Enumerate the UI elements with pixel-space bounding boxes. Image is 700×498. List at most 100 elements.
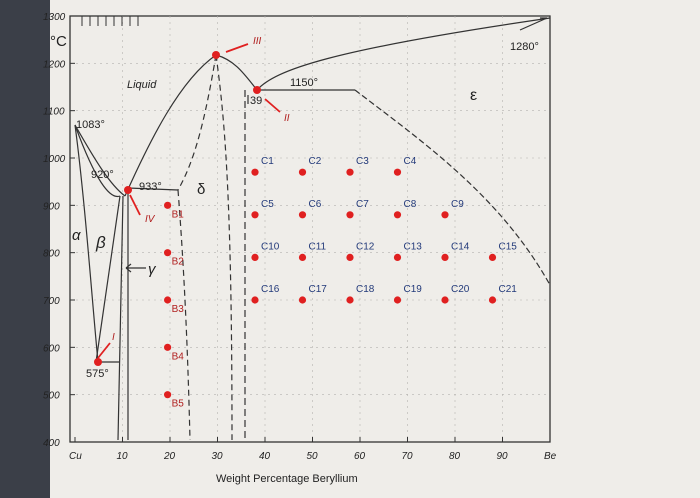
y-tick-label: 600: [43, 343, 60, 354]
point-b3-label: B3: [172, 304, 185, 315]
temp-575: 575°: [86, 368, 109, 380]
x-tick-label: 20: [163, 451, 176, 462]
liquidus-rising: [124, 54, 217, 197]
point-c16-label: C16: [261, 284, 280, 295]
point-c14: [441, 253, 449, 261]
axes: Cu 10 20 30 40 50 60 70 80 90 Be 1300 1200 1100 1000 90…: [43, 12, 557, 462]
x-axis-label: Weight Percentage Beryllium: [216, 473, 358, 485]
point-c16: [251, 296, 259, 304]
left-dark-margin: [0, 0, 52, 498]
liquidus-epsilon: [256, 17, 551, 91]
point-b2: [164, 249, 172, 257]
phase-epsilon: ε: [470, 87, 477, 104]
point-b3: [164, 296, 172, 304]
arrow-1280: [519, 17, 548, 31]
point-b5-label: B5: [172, 399, 185, 410]
x-tick-label: 90: [497, 451, 509, 462]
delta-left-boundary: [177, 189, 191, 441]
point-c21: [488, 296, 497, 304]
point-c10-label: C10: [261, 241, 280, 252]
arrow-I: [97, 342, 111, 359]
point-c3-label: C3: [356, 156, 369, 167]
point-c12-label: C12: [356, 241, 375, 252]
point-c3: [346, 168, 354, 176]
y-axis-units: °C: [50, 33, 67, 50]
point-c19-label: C19: [404, 284, 423, 295]
point-c15-label: C15: [499, 241, 518, 252]
y-tick-label: 1300: [43, 12, 66, 23]
point-b5: [164, 391, 172, 399]
point-c17-label: C17: [309, 284, 328, 295]
alpha-solidus: [74, 124, 121, 198]
epsilon-boundary: [354, 89, 551, 286]
y-tick-label: 1200: [43, 59, 66, 70]
point-c4: [393, 168, 402, 176]
x-tick-label: Cu: [69, 451, 82, 462]
phase-alpha: α: [72, 227, 81, 244]
arrow-IV: [129, 194, 141, 216]
arrow-II: [264, 98, 281, 113]
temp-920: 920°: [91, 169, 114, 181]
point-c7: [346, 211, 354, 219]
liquidus-delta-right: [215, 54, 258, 91]
x-tick-label: Be: [544, 451, 557, 462]
x-tick-label: 50: [307, 451, 319, 462]
point-c9: [441, 211, 449, 219]
arrow-III: [225, 43, 249, 53]
point-c1-label: C1: [261, 156, 274, 167]
x-tick-label: 10: [117, 451, 129, 462]
temp-1280: 1280°: [510, 41, 539, 53]
point-c8: [393, 211, 402, 219]
plot-frame: [69, 15, 551, 443]
point-c5: [251, 211, 259, 219]
point-c13-label: C13: [404, 241, 423, 252]
point-c8-label: C8: [404, 199, 417, 210]
point-b4: [164, 343, 172, 351]
phase-delta: δ: [197, 181, 205, 198]
point-c18: [346, 296, 354, 304]
x-tick-label: 70: [402, 451, 414, 462]
alpha-solvus: [74, 124, 99, 363]
point-c12: [346, 253, 354, 261]
y-tick-label: 400: [43, 438, 60, 449]
delta-top-left: [177, 54, 217, 191]
temp-1083: 1083°: [76, 119, 105, 131]
point-b1-label: B1: [172, 209, 185, 220]
x-tick-label: 80: [449, 451, 461, 462]
arrow-markers: [97, 43, 281, 359]
point-933: [124, 186, 132, 194]
y-tick-label: 1100: [43, 107, 65, 118]
point-c2-label: C2: [309, 156, 322, 167]
y-tick-label: 500: [43, 391, 60, 402]
line-933: [127, 187, 179, 191]
point-c7-label: C7: [356, 199, 369, 210]
point-c14-label: C14: [451, 241, 470, 252]
marker-i: I: [112, 332, 115, 343]
point-c5-label: C5: [261, 199, 274, 210]
beta-left-boundary: [95, 195, 121, 363]
y-tick-label: 800: [43, 249, 60, 260]
point-c4-label: C4: [404, 156, 417, 167]
phase-beta: β: [95, 233, 106, 252]
region-liquid: Liquid: [127, 79, 157, 91]
y-tick-label: 700: [43, 296, 60, 307]
point-c9-label: C9: [451, 199, 464, 210]
point-c20-label: C20: [451, 284, 470, 295]
point-c20: [441, 296, 449, 304]
point-b1: [164, 201, 172, 209]
point-c10: [251, 253, 259, 261]
point-c15: [488, 253, 497, 261]
point-c19: [393, 296, 402, 304]
point-b2-label: B2: [172, 257, 185, 268]
temp-933: 933°: [139, 181, 162, 193]
gamma-arrow: [125, 263, 146, 273]
data-points: B1 B2 B3 B4 B5 C1 C2 C3 C4 C5 C6 C7 C8 C9 C10 C11 C12 C13…: [112, 36, 517, 410]
point-c18-label: C18: [356, 284, 375, 295]
point-c11: [298, 253, 307, 261]
point-c17: [298, 296, 307, 304]
x-tick-label: 30: [212, 451, 224, 462]
value-39: 39: [250, 95, 262, 107]
beta-right-boundary: [117, 195, 124, 441]
point-575: [94, 358, 102, 366]
point-1150-peritectic: [253, 86, 261, 94]
